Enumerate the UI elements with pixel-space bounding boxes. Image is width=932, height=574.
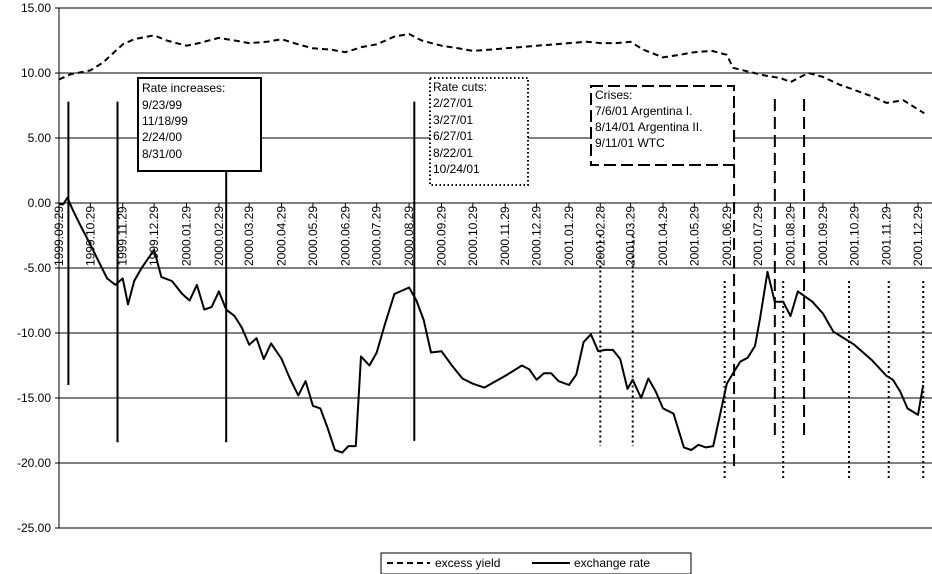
annotation-crises: Crises: 7/6/01 Argentina I. 8/14/01 Arge… bbox=[590, 85, 735, 166]
series-lines bbox=[58, 33, 925, 454]
annotation-line: 10/24/01 bbox=[433, 162, 480, 176]
annotation-box-crises bbox=[590, 85, 735, 166]
x-tick-label: 2000.10.29 bbox=[466, 206, 480, 266]
annotation-line: Crises: bbox=[595, 88, 632, 102]
x-tick-label: 1999.11.29 bbox=[116, 206, 130, 265]
x-tick-label: 1999.12.29 bbox=[147, 206, 161, 266]
y-tick-label: -25.00 bbox=[17, 521, 51, 535]
annotation-line: 8/22/01 bbox=[433, 146, 473, 160]
annotation-line: 7/6/01 Argentina I. bbox=[595, 104, 692, 118]
y-tick-label: -20.00 bbox=[17, 456, 51, 470]
x-tick-label: 2001.12.29 bbox=[911, 206, 925, 266]
y-tick-label: 0.00 bbox=[28, 196, 52, 210]
x-tick-label: 2000.01.29 bbox=[179, 206, 193, 266]
x-tick-label: 2000.04.29 bbox=[275, 206, 289, 266]
x-axis-ticks: 1999.09.29 1999.10.29 1999.11.29 1999.12.29… bbox=[52, 203, 925, 266]
series-excess-yield bbox=[58, 33, 925, 115]
x-tick-label: 2000.09.29 bbox=[434, 206, 448, 266]
series-exchange-rate bbox=[59, 196, 925, 454]
annotation-line: Rate increases: bbox=[142, 81, 225, 95]
x-tick-label: 2001.11.29 bbox=[880, 206, 894, 265]
y-tick-label: -15.00 bbox=[17, 391, 51, 405]
x-tick-label: 2001.05.29 bbox=[687, 206, 701, 266]
x-tick-label: 2000.05.29 bbox=[306, 206, 320, 266]
y-axis-ticks: 15.00 10.00 5.00 0.00 -5.00 -10.00 -15.00 -20.0… bbox=[17, 1, 59, 535]
x-tick-label: 2001.09.29 bbox=[816, 206, 830, 266]
x-tick-label: 2001.08.29 bbox=[784, 206, 798, 266]
y-tick-label: -5.00 bbox=[24, 261, 52, 275]
x-tick-label: 2000.08.29 bbox=[402, 206, 416, 266]
y-tick-label: 5.00 bbox=[28, 131, 52, 145]
x-tick-label: 2000.12.29 bbox=[530, 206, 544, 266]
x-tick-label: 2001.03.29 bbox=[624, 206, 638, 266]
x-tick-label: 2001.07.29 bbox=[751, 206, 765, 266]
annotation-line: 9/11/01 WTC bbox=[595, 136, 665, 150]
x-tick-label: 2000.06.29 bbox=[338, 206, 352, 266]
x-tick-label: 2000.02.29 bbox=[212, 206, 226, 266]
annotation-line: 9/23/99 bbox=[142, 98, 182, 112]
annotation-line: 3/27/01 bbox=[433, 113, 473, 127]
x-tick-label: 2000.07.29 bbox=[370, 206, 384, 266]
annotation-line: 2/27/01 bbox=[433, 96, 473, 110]
x-tick-label: 2000.11.29 bbox=[498, 206, 512, 265]
annotation-line: 2/24/00 bbox=[142, 130, 182, 144]
legend-label-excess-yield: excess yield bbox=[435, 556, 500, 570]
legend-label-exchange-rate: exchange rate bbox=[574, 556, 650, 570]
legend: excess yield exchange rate bbox=[380, 552, 692, 574]
annotation-line: Rate cuts: bbox=[433, 80, 487, 94]
annotation-line: 8/14/01 Argentina II. bbox=[595, 120, 702, 134]
annotation-line: 8/31/00 bbox=[142, 147, 182, 161]
x-tick-label: 2001.04.29 bbox=[656, 206, 670, 266]
annotation-box-rate-cuts bbox=[429, 77, 529, 186]
x-tick-label: 2000.03.29 bbox=[242, 206, 256, 266]
annotation-rate-cuts: Rate cuts: 2/27/01 3/27/01 6/27/01 8/22/… bbox=[429, 77, 529, 186]
x-tick-label: 2001.10.29 bbox=[847, 206, 861, 266]
x-tick-label: 2001.01.29 bbox=[562, 206, 576, 266]
y-tick-label: -10.00 bbox=[17, 326, 51, 340]
y-tick-label: 15.00 bbox=[21, 1, 51, 15]
y-tick-label: 10.00 bbox=[21, 66, 51, 80]
annotation-line: 6/27/01 bbox=[433, 129, 473, 143]
x-tick-label: 2001.06.29 bbox=[720, 206, 734, 266]
annotation-box-rate-increases bbox=[137, 77, 262, 172]
annotation-line: 11/18/99 bbox=[142, 114, 188, 128]
event-lines bbox=[67, 99, 925, 480]
annotation-rate-increases: Rate increases: 9/23/99 11/18/99 2/24/00… bbox=[137, 77, 262, 172]
